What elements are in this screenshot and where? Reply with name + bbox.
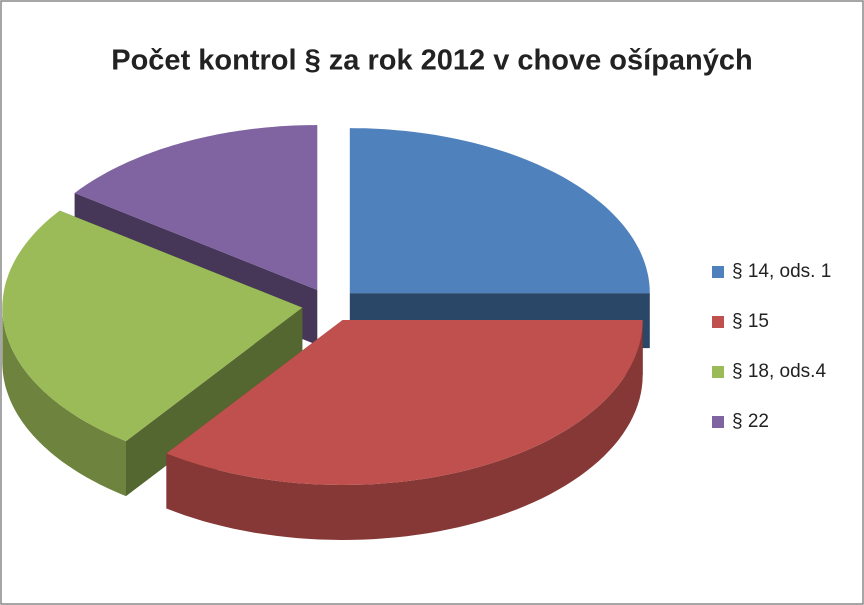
pie-slice bbox=[166, 320, 643, 485]
slice-rim bbox=[166, 320, 643, 540]
pie-slice bbox=[74, 125, 318, 290]
legend-label: § 22 bbox=[732, 411, 769, 432]
pie-slice bbox=[2, 210, 303, 442]
legend-swatch bbox=[712, 266, 724, 278]
legend-swatch bbox=[712, 416, 724, 428]
slice-rim bbox=[2, 307, 126, 497]
slice-side bbox=[126, 307, 303, 497]
legend-label: § 15 bbox=[732, 311, 769, 332]
pie-slice bbox=[349, 128, 650, 294]
chart-title: Počet kontrol § za rok 2012 v chove ošíp… bbox=[111, 45, 752, 77]
legend-swatch bbox=[712, 366, 724, 378]
legend-label: § 14, ods. 1 bbox=[732, 261, 831, 282]
legend-swatch bbox=[712, 316, 724, 328]
legend-label: § 18, ods.4 bbox=[732, 361, 826, 382]
